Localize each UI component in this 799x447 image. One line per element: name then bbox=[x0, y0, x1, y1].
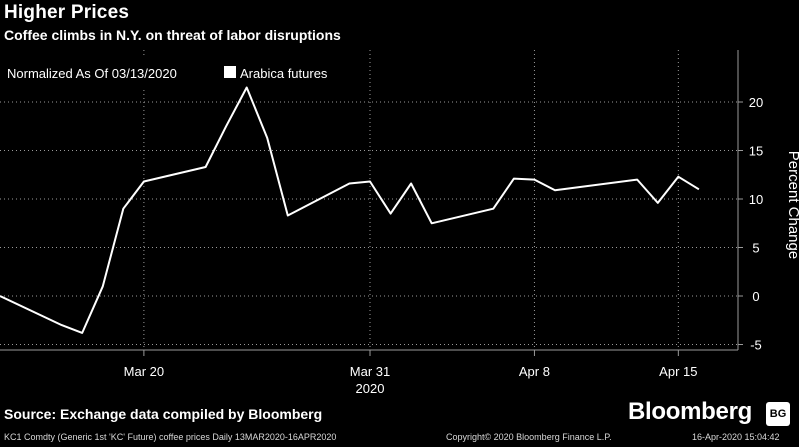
y-tick-label: -5 bbox=[750, 338, 762, 353]
x-tick-label: Apr 15 bbox=[659, 364, 697, 379]
x-tick-label: Mar 31 bbox=[350, 364, 390, 379]
y-tick-label: 10 bbox=[749, 192, 763, 207]
bloomberg-logo: Bloomberg bbox=[628, 398, 752, 425]
x-tick-label: Mar 20 bbox=[124, 364, 164, 379]
x-year-label: 2020 bbox=[356, 381, 385, 396]
series-line-arabica bbox=[0, 86, 700, 334]
source-note: Source: Exchange data compiled by Bloomb… bbox=[4, 406, 323, 422]
footer-copyright: Copyright© 2020 Bloomberg Finance L.P. bbox=[446, 432, 612, 442]
y-tick-label: 5 bbox=[752, 241, 759, 256]
x-tick-label: Apr 8 bbox=[519, 364, 550, 379]
bloomberg-badge-icon: BG bbox=[766, 402, 790, 426]
legend-note: Normalized As Of 03/13/2020 bbox=[7, 66, 177, 81]
footer-timestamp: 16-Apr-2020 15:04:42 bbox=[692, 432, 780, 442]
y-tick-label: 0 bbox=[752, 289, 759, 304]
chart-subtitle: Coffee climbs in N.Y. on threat of labor… bbox=[4, 27, 341, 43]
legend-box bbox=[0, 58, 350, 88]
line-chart: -5 0 5 10 15 20 Mar 20 Mar 31 Apr 8 Apr 15 2020 Per… bbox=[0, 50, 799, 396]
y-tick-label: 20 bbox=[749, 95, 763, 110]
y-tick-label: 15 bbox=[749, 144, 763, 159]
footer-series-note: KC1 Comdty (Generic 1st 'KC' Future) cof… bbox=[4, 432, 337, 442]
legend-swatch bbox=[224, 66, 236, 78]
legend-label: Arabica futures bbox=[240, 66, 328, 81]
chart-title: Higher Prices bbox=[4, 2, 130, 23]
y-axis-title: Percent Change bbox=[785, 151, 799, 259]
